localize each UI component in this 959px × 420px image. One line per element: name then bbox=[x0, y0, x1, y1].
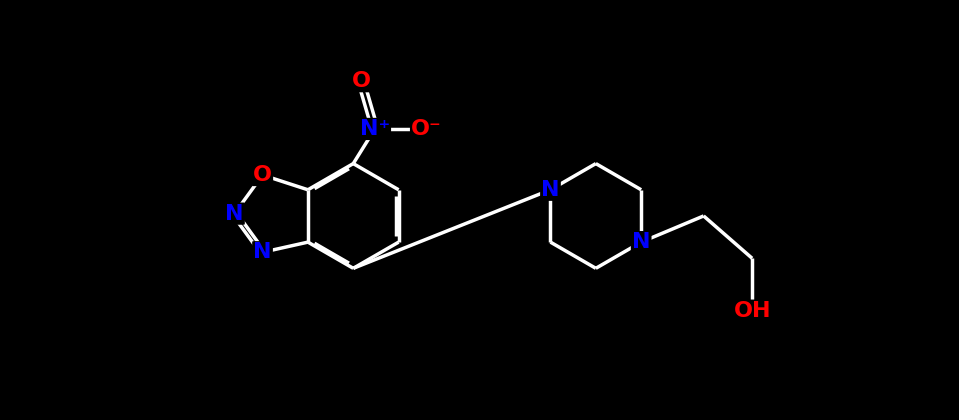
Text: N: N bbox=[632, 232, 650, 252]
Text: N: N bbox=[541, 180, 560, 200]
Text: N: N bbox=[225, 204, 244, 223]
Text: N: N bbox=[253, 242, 271, 262]
Text: O: O bbox=[351, 71, 370, 91]
Text: O⁻: O⁻ bbox=[411, 119, 442, 139]
Text: OH: OH bbox=[734, 301, 771, 320]
Text: O: O bbox=[253, 165, 272, 185]
Text: N⁺: N⁺ bbox=[360, 119, 390, 139]
